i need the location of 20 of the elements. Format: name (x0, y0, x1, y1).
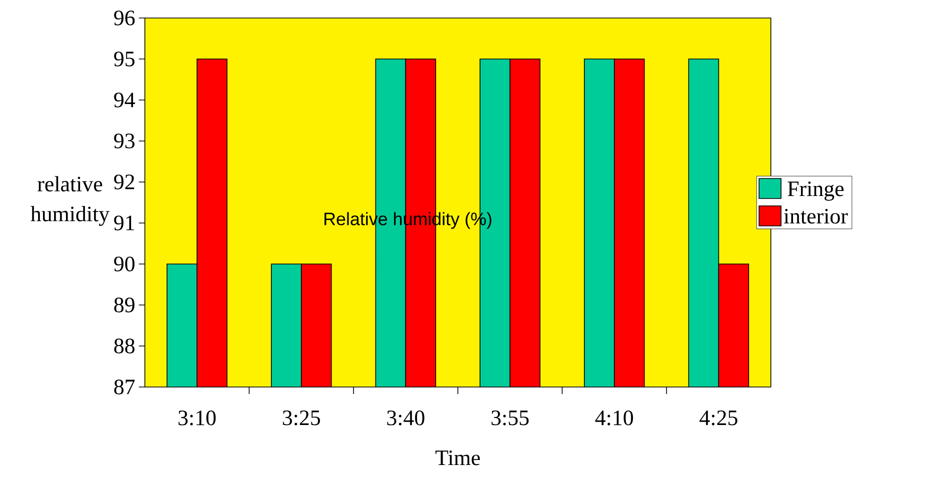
x-tick-label: 3:55 (492, 410, 529, 426)
y-tick-label: 96 (114, 10, 135, 26)
y-tick-label: 87 (114, 380, 135, 394)
y-tick-label: 93 (114, 134, 134, 148)
y-tick-label: 94 (114, 92, 135, 108)
x-tick-label: 4:25 (700, 410, 738, 426)
y-tick-label: 89 (114, 298, 134, 312)
y-axis-title: relative humidity (30, 176, 110, 226)
x-axis-title: Time (435, 450, 480, 466)
x-tick-label: 3:25 (282, 410, 320, 426)
x-tick-label: 4:10 (595, 410, 633, 426)
legend-label: interior (784, 208, 848, 224)
y-tick-label: 88 (114, 338, 134, 354)
x-tick-label: 3:10 (178, 410, 216, 426)
y-tick-label: 90 (114, 256, 134, 272)
y-tick-label: 95 (114, 52, 134, 66)
y-tick-label: 92 (114, 174, 134, 190)
x-tick-label: 3:40 (387, 410, 424, 426)
y-tick-label: 91 (114, 216, 134, 230)
legend-label: Fringe (788, 181, 844, 201)
